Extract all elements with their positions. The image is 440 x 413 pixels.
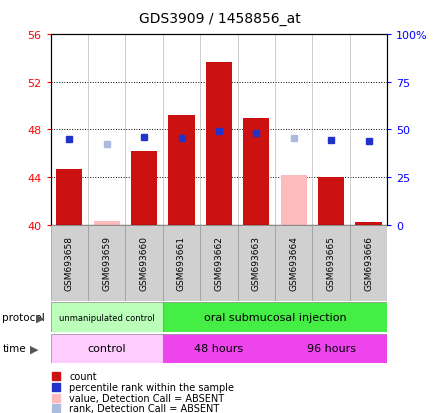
Text: GSM693660: GSM693660 <box>139 236 149 291</box>
Text: time: time <box>2 344 26 354</box>
Bar <box>206 62 232 225</box>
Bar <box>238 225 275 301</box>
Bar <box>200 225 238 301</box>
Bar <box>88 225 125 301</box>
Bar <box>51 303 163 332</box>
Bar <box>275 225 312 301</box>
Text: 48 hours: 48 hours <box>194 344 243 354</box>
Bar <box>281 175 307 225</box>
Text: count: count <box>69 371 97 381</box>
Text: rank, Detection Call = ABSENT: rank, Detection Call = ABSENT <box>69 404 220 413</box>
Bar <box>56 169 82 225</box>
Bar <box>356 223 381 225</box>
Text: GSM693661: GSM693661 <box>177 236 186 291</box>
Text: GSM693665: GSM693665 <box>326 236 336 291</box>
Text: GSM693662: GSM693662 <box>214 236 224 291</box>
Text: value, Detection Call = ABSENT: value, Detection Call = ABSENT <box>69 393 224 403</box>
Text: 96 hours: 96 hours <box>307 344 356 354</box>
Bar <box>312 225 350 301</box>
Text: GSM693658: GSM693658 <box>65 236 74 291</box>
Bar <box>163 225 200 301</box>
Text: GSM693666: GSM693666 <box>364 236 373 291</box>
Bar <box>163 334 275 363</box>
Bar <box>51 225 88 301</box>
Text: control: control <box>88 344 126 354</box>
Text: GDS3909 / 1458856_at: GDS3909 / 1458856_at <box>139 12 301 26</box>
Bar <box>94 221 120 225</box>
Text: oral submucosal injection: oral submucosal injection <box>204 313 346 323</box>
Bar <box>169 116 194 225</box>
Text: GSM693664: GSM693664 <box>289 236 298 291</box>
Text: protocol: protocol <box>2 313 45 323</box>
Bar <box>275 334 387 363</box>
Bar <box>51 334 163 363</box>
Text: GSM693659: GSM693659 <box>102 236 111 291</box>
Bar <box>318 178 344 225</box>
Text: ▶: ▶ <box>29 344 38 354</box>
Text: ▶: ▶ <box>36 313 45 323</box>
Bar <box>243 118 269 225</box>
Bar <box>131 152 157 225</box>
Bar <box>125 225 163 301</box>
Text: unmanipulated control: unmanipulated control <box>59 313 154 322</box>
Bar <box>163 303 387 332</box>
Text: GSM693663: GSM693663 <box>252 236 261 291</box>
Text: percentile rank within the sample: percentile rank within the sample <box>69 382 234 392</box>
Bar <box>350 225 387 301</box>
